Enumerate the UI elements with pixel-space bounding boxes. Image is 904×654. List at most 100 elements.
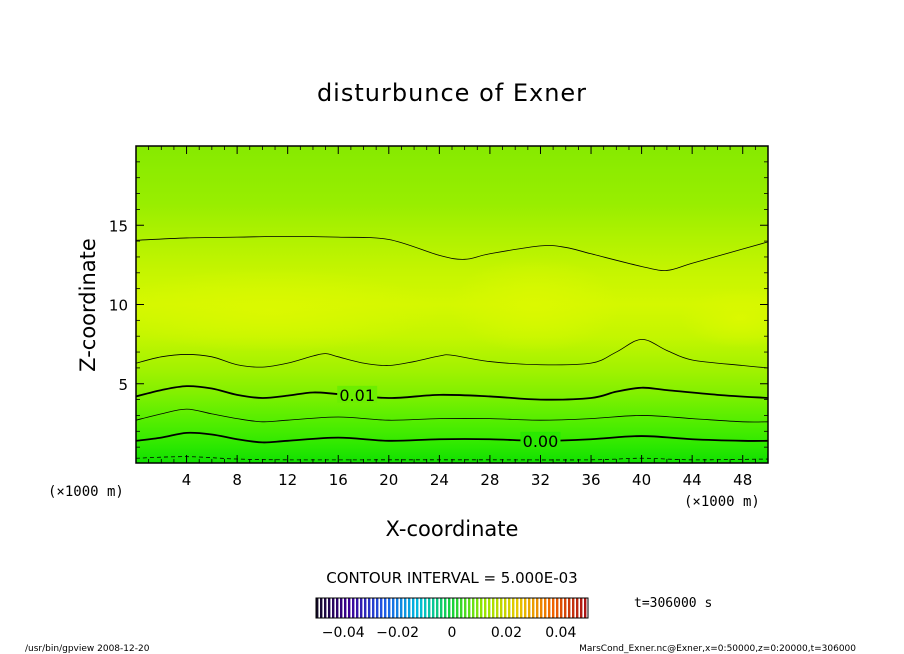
colorbar-stripe (508, 598, 511, 618)
colorbar-stripe (388, 598, 391, 618)
colorbar-stripe (328, 598, 331, 618)
footer-left: /usr/bin/gpview 2008-12-20 (25, 644, 150, 654)
colorbar-stripe (420, 598, 423, 618)
field-max-blob-center (450, 257, 620, 353)
contour-label-bg-0 (337, 385, 378, 403)
footer-right: MarsCond_Exner.nc@Exner,x=0:50000,z=0:20… (579, 644, 856, 654)
colorbar-stripe (324, 598, 327, 618)
contour-label-layer: 0.01 0.00 (337, 385, 561, 451)
field-max-blob-left (136, 268, 440, 352)
contour-line-2 (136, 408, 768, 423)
colorbar-tick-label: −0.04 (322, 625, 365, 641)
colorbar-stripe (356, 598, 359, 618)
x-tick-label: 24 (430, 471, 449, 489)
colorbar-stripe (412, 598, 415, 618)
colorbar-stripe (576, 598, 579, 618)
colorbar-stripe (552, 598, 555, 618)
y-tick-label: 10 (109, 297, 128, 315)
colorbar-stripe (400, 598, 403, 618)
x-tick-label: 12 (278, 471, 297, 489)
colorbar-stripe (516, 598, 519, 618)
colorbar-stripe (392, 598, 395, 618)
contour-line-1 (136, 431, 768, 444)
colorbar-stripe (368, 598, 371, 618)
colorbar-stripe (364, 598, 367, 618)
colorbar-stripe (572, 598, 575, 618)
contour-layer (136, 235, 768, 461)
colorbar-stripe (408, 598, 411, 618)
colorbar-stripe (580, 598, 583, 618)
colorbar-stripe (544, 598, 547, 618)
colorbar-stripe (536, 598, 539, 618)
x-tick-label: 4 (182, 471, 192, 489)
chart-title: disturbunce of Exner (317, 79, 587, 107)
x-tick-label: 28 (480, 471, 499, 489)
colorbar-stripe (484, 598, 487, 618)
colorbar-stripe (372, 598, 375, 618)
colorbar-stripe (344, 598, 347, 618)
colorbar-stripe (348, 598, 351, 618)
x-tick-label: 44 (683, 471, 702, 489)
x-tick-label: 8 (232, 471, 242, 489)
contour-label-0: 0.01 (339, 386, 375, 405)
colorbar-stripe (376, 598, 379, 618)
colorbar-stripe (456, 598, 459, 618)
contour-interval-text: CONTOUR INTERVAL = 5.000E-03 (326, 569, 577, 587)
contour-line-3 (136, 385, 768, 401)
y-tick-label: 5 (118, 376, 128, 394)
colorbar-stripe (564, 598, 567, 618)
colorbar-stripe (480, 598, 483, 618)
colorbar-stripe (444, 598, 447, 618)
colorbar-stripe (492, 598, 495, 618)
y-axis-title: Z-coordinate (76, 238, 100, 372)
colorbar-stripe (316, 598, 319, 618)
colorbar-stripe (520, 598, 523, 618)
colorbar-tick-label: 0 (448, 625, 457, 641)
colorbar-stripe (396, 598, 399, 618)
colorbar-tick-label: −0.02 (376, 625, 419, 641)
colorbar-stripe (448, 598, 451, 618)
colorbar-frame (315, 597, 589, 619)
colorbar-stripe (336, 598, 339, 618)
plot-field (136, 146, 768, 463)
colorbar-tick-label: 0.04 (545, 625, 576, 641)
time-label: t=306000 s (634, 596, 712, 611)
colorbar (316, 598, 587, 618)
colorbar-stripe (500, 598, 503, 618)
colorbar-stripe (524, 598, 527, 618)
colorbar-stripe (428, 598, 431, 618)
x-tick-label: 40 (632, 471, 651, 489)
colorbar-stripe (432, 598, 435, 618)
colorbar-stripe (440, 598, 443, 618)
x-unit-label: (×1000 m) (684, 494, 760, 510)
colorbar-stripe (504, 598, 507, 618)
colorbar-stripe (404, 598, 407, 618)
y-tick-label: 15 (109, 217, 128, 235)
colorbar-stripe (532, 598, 535, 618)
colorbar-stripe (568, 598, 571, 618)
contour-label-bg-1 (520, 431, 561, 449)
colorbar-stripe (556, 598, 559, 618)
colorbar-stripe (512, 598, 515, 618)
colorbar-stripe (472, 598, 475, 618)
contour-line-0 (136, 456, 768, 461)
colorbar-stripe (548, 598, 551, 618)
colorbar-stripe (460, 598, 463, 618)
colorbar-stripe (468, 598, 471, 618)
y-unit-label: (×1000 m) (48, 484, 124, 500)
x-tick-label: 16 (329, 471, 348, 489)
colorbar-stripe (360, 598, 363, 618)
contour-line-5 (136, 235, 768, 271)
colorbar-stripe (416, 598, 419, 618)
colorbar-stripe (436, 598, 439, 618)
colorbar-stripe (476, 598, 479, 618)
x-tick-label: 48 (733, 471, 752, 489)
x-axis-title: X-coordinate (386, 517, 519, 541)
x-tick-label: 20 (379, 471, 398, 489)
colorbar-stripe (332, 598, 335, 618)
contour-label-1: 0.00 (523, 432, 559, 451)
colorbar-stripe (380, 598, 383, 618)
colorbar-stripe (560, 598, 563, 618)
